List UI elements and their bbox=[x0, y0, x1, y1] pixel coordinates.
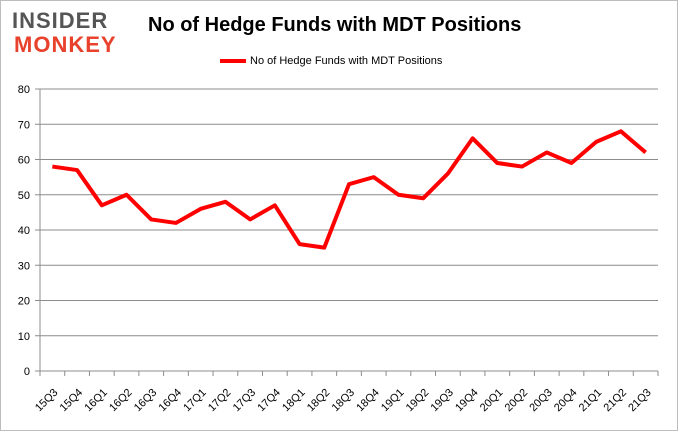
y-tick-label: 30 bbox=[18, 260, 30, 272]
x-tick-label: 18Q3 bbox=[330, 387, 358, 415]
x-tick-label: 18Q2 bbox=[305, 387, 333, 415]
chart-title: No of Hedge Funds with MDT Positions bbox=[148, 14, 522, 36]
x-tick-label: 16Q1 bbox=[82, 387, 110, 415]
legend-label: No of Hedge Funds with MDT Positions bbox=[250, 55, 443, 67]
y-tick-label: 20 bbox=[18, 296, 30, 308]
x-tick-label: 17Q3 bbox=[231, 387, 259, 415]
logo-line2: MONKEY bbox=[14, 32, 117, 57]
x-tick-label: 18Q1 bbox=[280, 387, 308, 415]
x-tick-label: 20Q3 bbox=[527, 387, 555, 415]
x-tick-label: 15Q3 bbox=[33, 387, 61, 415]
x-tick-label: 19Q1 bbox=[379, 387, 407, 415]
insider-monkey-logo: INSIDER MONKEY bbox=[12, 8, 127, 58]
x-tick-label: 16Q2 bbox=[107, 387, 135, 415]
legend: No of Hedge Funds with MDT Positions bbox=[220, 55, 442, 67]
y-tick-label: 70 bbox=[18, 119, 30, 131]
x-tick-label: 20Q1 bbox=[478, 387, 506, 415]
legend-swatch bbox=[220, 59, 246, 63]
x-tick-label: 17Q1 bbox=[181, 387, 209, 415]
y-tick-label: 0 bbox=[24, 366, 30, 378]
x-tick-label: 19Q4 bbox=[453, 387, 481, 415]
x-tick-label: 20Q2 bbox=[503, 387, 531, 415]
x-tick-label: 15Q4 bbox=[58, 387, 86, 415]
x-tick-label: 21Q2 bbox=[602, 387, 630, 415]
logo-line1: INSIDER bbox=[12, 8, 109, 33]
y-tick-label: 40 bbox=[18, 225, 30, 237]
y-tick-label: 50 bbox=[18, 190, 30, 202]
y-tick-label: 80 bbox=[18, 84, 30, 96]
x-tick-label: 19Q3 bbox=[428, 387, 456, 415]
x-tick-label: 17Q2 bbox=[206, 387, 234, 415]
x-tick-label: 18Q4 bbox=[354, 387, 382, 415]
x-tick-label: 21Q3 bbox=[626, 387, 654, 415]
x-tick-label: 16Q4 bbox=[157, 387, 185, 415]
x-tick-label: 19Q2 bbox=[404, 387, 432, 415]
y-tick-label: 60 bbox=[18, 155, 30, 167]
x-tick-label: 16Q3 bbox=[132, 387, 160, 415]
y-tick-label: 10 bbox=[18, 331, 30, 343]
x-tick-label: 21Q1 bbox=[577, 387, 605, 415]
x-tick-label: 20Q4 bbox=[552, 387, 580, 415]
x-tick-label: 17Q4 bbox=[255, 387, 283, 415]
